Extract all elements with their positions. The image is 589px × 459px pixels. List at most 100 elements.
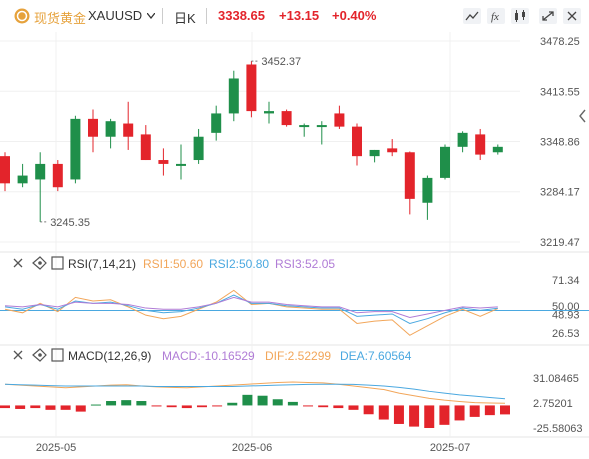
macd-bar	[151, 405, 162, 407]
candle-body	[158, 160, 169, 164]
collapse-arrow-icon[interactable]	[579, 109, 586, 123]
candle-body	[140, 134, 151, 161]
checkbox-icon[interactable]	[51, 256, 64, 270]
macd-bar	[272, 399, 283, 406]
dif-label: DIF:2.52299	[265, 349, 331, 363]
eye-icon[interactable]	[32, 348, 47, 362]
rsi3-label: RSI3:52.05	[275, 257, 335, 271]
macd-tick-label: 2.75201	[533, 398, 573, 410]
macd-bar	[212, 405, 223, 407]
macd-bar	[318, 405, 329, 408]
chevron-down-icon[interactable]	[147, 13, 155, 19]
rsi-tick-label: 48.93	[552, 310, 580, 322]
candle-body	[17, 175, 28, 184]
rsi-line-rsi3	[4, 296, 498, 319]
macd-bar	[439, 405, 450, 425]
collapse-rsi-icon[interactable]	[13, 258, 23, 268]
low-annotation: 3245.35	[50, 217, 90, 229]
instrument-symbol[interactable]: XAUUSD	[88, 8, 143, 23]
rsi1-label: RSI1:50.60	[143, 257, 203, 271]
svg-text:fx: fx	[491, 11, 499, 23]
candle-body	[52, 163, 63, 188]
rsi-header: RSI(7,14,21) RSI1:50.60 RSI2:50.80 RSI3:…	[13, 256, 335, 271]
dif-line	[4, 381, 506, 404]
macd-bar	[0, 405, 10, 409]
macd-bar	[363, 405, 374, 415]
header-divider	[206, 8, 207, 24]
macd-bar	[106, 401, 117, 406]
timeframe-selector[interactable]: 日K	[174, 11, 196, 26]
date-tick-label: 2025-05	[36, 442, 76, 454]
macd-bar	[424, 405, 435, 428]
compare-icon[interactable]	[462, 7, 482, 25]
macd-bar	[500, 405, 510, 415]
macd-bar	[454, 405, 465, 421]
candle-body	[334, 113, 345, 127]
macd-bar	[227, 402, 238, 406]
candle-body	[35, 163, 46, 180]
candle-body	[70, 118, 81, 180]
macd-bar	[15, 405, 26, 409]
rsi2-label: RSI2:50.80	[209, 257, 269, 271]
candle-body	[228, 78, 239, 114]
instrument-name[interactable]: 现货黄金	[34, 11, 87, 26]
macd-panel	[0, 381, 510, 428]
collapse-macd-icon[interactable]	[13, 350, 23, 360]
price-tick-label: 3284.17	[540, 187, 580, 199]
macd-bar	[287, 401, 298, 406]
macd-title: MACD(12,26,9)	[68, 349, 151, 363]
rsi-panel	[0, 289, 589, 336]
candle-body	[422, 177, 433, 203]
candle-body	[105, 121, 116, 137]
macd-bar	[303, 405, 314, 407]
macd-bar	[181, 405, 192, 409]
price-tick-label: 3348.86	[540, 137, 580, 149]
dea-line	[4, 383, 506, 400]
macd-label: MACD:-10.16529	[162, 349, 255, 363]
candle-body	[0, 156, 10, 184]
expand-icon[interactable]	[538, 7, 558, 25]
rsi-title: RSI(7,14,21)	[68, 257, 136, 271]
candle-body	[457, 132, 468, 147]
candle-body	[440, 146, 450, 178]
candle-body	[475, 134, 486, 155]
macd-bar	[121, 400, 132, 406]
checkbox-icon[interactable]	[51, 348, 64, 362]
macd-bar	[348, 405, 359, 410]
candle-body	[264, 111, 274, 114]
eye-icon[interactable]	[32, 256, 47, 270]
macd-bar	[90, 404, 101, 406]
macd-bar	[196, 405, 207, 408]
last-price: 3338.65	[218, 8, 265, 23]
macd-bar	[136, 401, 147, 406]
candle-body	[176, 163, 186, 166]
candle-body	[492, 146, 503, 153]
logo-coin-icon	[14, 8, 30, 24]
high-annotation: 3452.37	[261, 56, 301, 68]
macd-bar	[30, 405, 41, 409]
date-tick-label: 2025-06	[232, 442, 272, 454]
candle-body	[193, 136, 204, 161]
macd-tick-label: 31.08465	[533, 373, 579, 385]
candle-body	[281, 111, 292, 126]
macd-bar	[60, 405, 71, 410]
macd-bar	[333, 405, 344, 409]
macd-bar	[484, 405, 495, 416]
candlestick-series	[0, 60, 503, 223]
macd-bar	[409, 405, 420, 427]
candle-body	[404, 152, 415, 199]
rsi-line-rsi2	[4, 294, 498, 324]
rsi-line-rsi1	[4, 289, 499, 336]
candle-body	[316, 125, 327, 128]
chart-type-icon[interactable]	[510, 7, 530, 25]
settings-icon[interactable]	[562, 7, 582, 25]
indicator-icon[interactable]: fx	[486, 7, 506, 25]
grid-lines	[0, 32, 589, 438]
macd-header: MACD(12,26,9) MACD:-10.16529 DIF:2.52299…	[13, 348, 412, 363]
candle-body	[352, 126, 362, 157]
rsi-tick-label: 50.00	[552, 301, 580, 313]
macd-tick-label: -25.58063	[533, 423, 583, 435]
header-divider	[162, 8, 163, 24]
rsi-tick-label: 71.34	[552, 275, 580, 287]
